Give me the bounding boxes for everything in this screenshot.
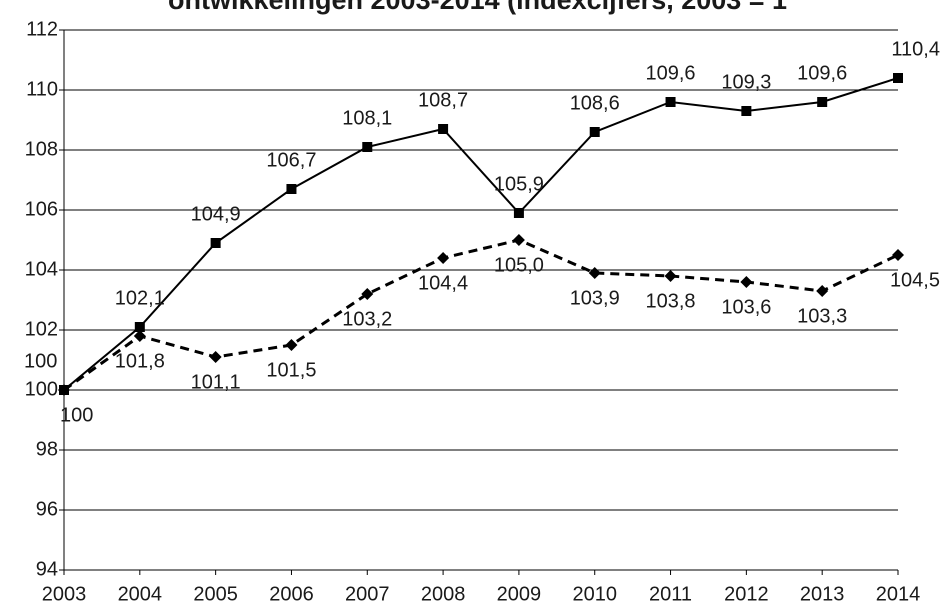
x-tick-label: 2011 bbox=[649, 583, 692, 605]
x-tick-label: 2013 bbox=[800, 583, 845, 605]
marker bbox=[210, 238, 221, 248]
data-label: 103,8 bbox=[646, 290, 696, 312]
marker bbox=[438, 124, 449, 134]
marker bbox=[665, 97, 676, 107]
marker bbox=[893, 73, 903, 83]
chart-title: ontwikkelingen 2003-2014 (indexcijfers, … bbox=[168, 0, 787, 15]
data-label: 109,3 bbox=[721, 71, 771, 93]
data-label: 108,7 bbox=[418, 89, 468, 111]
marker bbox=[740, 276, 753, 288]
marker bbox=[58, 384, 70, 396]
x-tick-label: 2006 bbox=[269, 583, 314, 605]
marker bbox=[741, 106, 752, 116]
data-label: 101,5 bbox=[266, 359, 316, 381]
y-tick-label: 104 bbox=[25, 258, 58, 280]
series-line bbox=[63, 238, 899, 392]
marker bbox=[209, 351, 222, 363]
data-label: 106,7 bbox=[266, 149, 316, 171]
marker bbox=[361, 288, 374, 300]
data-label: 109,6 bbox=[646, 62, 696, 84]
marker bbox=[285, 339, 298, 351]
x-tick-label: 2009 bbox=[497, 583, 542, 605]
marker bbox=[816, 285, 829, 297]
data-label: 104,9 bbox=[191, 203, 241, 225]
marker bbox=[512, 234, 525, 246]
y-tick-label: 106 bbox=[25, 198, 58, 220]
data-label: 102,1 bbox=[115, 287, 165, 309]
marker bbox=[588, 267, 601, 279]
x-tick-label: 2010 bbox=[572, 583, 617, 605]
y-tick-label: 108 bbox=[25, 138, 58, 160]
y-tick-label: 96 bbox=[36, 498, 58, 520]
data-label: 105,9 bbox=[494, 173, 544, 195]
marker bbox=[286, 184, 297, 194]
marker bbox=[437, 252, 450, 264]
data-label: 104,5 bbox=[890, 269, 940, 291]
y-tick-label: 98 bbox=[36, 438, 58, 460]
data-label: 100 bbox=[60, 404, 93, 426]
marker bbox=[362, 142, 373, 152]
x-tick-label: 2008 bbox=[421, 583, 466, 605]
data-label: 101,8 bbox=[115, 350, 165, 372]
x-tick-label: 2014 bbox=[876, 583, 921, 605]
y-tick-label: 100 bbox=[25, 378, 58, 400]
data-label: 104,4 bbox=[418, 272, 468, 294]
marker bbox=[892, 249, 904, 261]
data-label: 103,6 bbox=[721, 296, 771, 318]
marker bbox=[133, 330, 146, 342]
data-label: 108,6 bbox=[570, 92, 620, 114]
x-tick-label: 2003 bbox=[42, 583, 87, 605]
marker bbox=[513, 208, 524, 218]
data-label: 103,2 bbox=[342, 308, 392, 330]
x-tick-label: 2012 bbox=[724, 583, 769, 605]
marker bbox=[134, 322, 145, 332]
marker bbox=[817, 97, 828, 107]
x-tick-label: 2005 bbox=[193, 583, 238, 605]
y-tick-label: 112 bbox=[26, 18, 58, 40]
y-tick-label: 110 bbox=[26, 78, 58, 100]
data-label: 108,1 bbox=[342, 107, 392, 129]
data-label: 100 bbox=[24, 350, 57, 372]
x-tick-label: 2007 bbox=[345, 583, 390, 605]
data-label: 101,1 bbox=[191, 371, 241, 393]
data-label: 105,0 bbox=[494, 254, 544, 276]
y-tick-label: 94 bbox=[36, 558, 58, 580]
y-tick-label: 102 bbox=[25, 318, 58, 340]
data-label: 110,4 bbox=[891, 38, 940, 60]
marker bbox=[589, 127, 600, 137]
data-label: 109,6 bbox=[797, 62, 847, 84]
series-line bbox=[63, 77, 899, 391]
x-tick-label: 2004 bbox=[118, 583, 163, 605]
data-label: 103,9 bbox=[570, 287, 620, 309]
marker bbox=[664, 270, 677, 282]
data-label: 103,3 bbox=[797, 305, 847, 327]
